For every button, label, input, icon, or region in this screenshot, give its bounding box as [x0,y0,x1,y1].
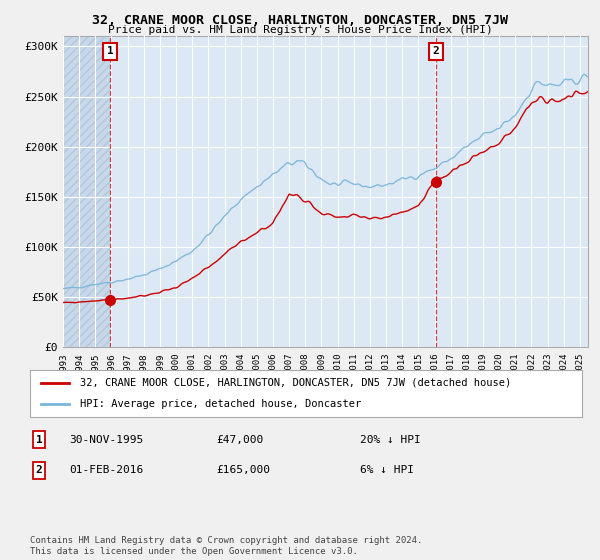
Text: Price paid vs. HM Land Registry's House Price Index (HPI): Price paid vs. HM Land Registry's House … [107,25,493,35]
Text: 20% ↓ HPI: 20% ↓ HPI [360,435,421,445]
Text: £165,000: £165,000 [216,465,270,475]
Text: 6% ↓ HPI: 6% ↓ HPI [360,465,414,475]
Text: 1: 1 [107,46,113,57]
Text: 01-FEB-2016: 01-FEB-2016 [69,465,143,475]
Text: HPI: Average price, detached house, Doncaster: HPI: Average price, detached house, Donc… [80,399,361,409]
Text: 32, CRANE MOOR CLOSE, HARLINGTON, DONCASTER, DN5 7JW (detached house): 32, CRANE MOOR CLOSE, HARLINGTON, DONCAS… [80,378,511,388]
Text: 30-NOV-1995: 30-NOV-1995 [69,435,143,445]
Text: 32, CRANE MOOR CLOSE, HARLINGTON, DONCASTER, DN5 7JW: 32, CRANE MOOR CLOSE, HARLINGTON, DONCAS… [92,14,508,27]
Text: 2: 2 [35,465,43,475]
Bar [63,36,110,347]
Text: £47,000: £47,000 [216,435,263,445]
Text: Contains HM Land Registry data © Crown copyright and database right 2024.
This d: Contains HM Land Registry data © Crown c… [30,536,422,556]
Text: 2: 2 [433,46,439,57]
Text: 1: 1 [35,435,43,445]
